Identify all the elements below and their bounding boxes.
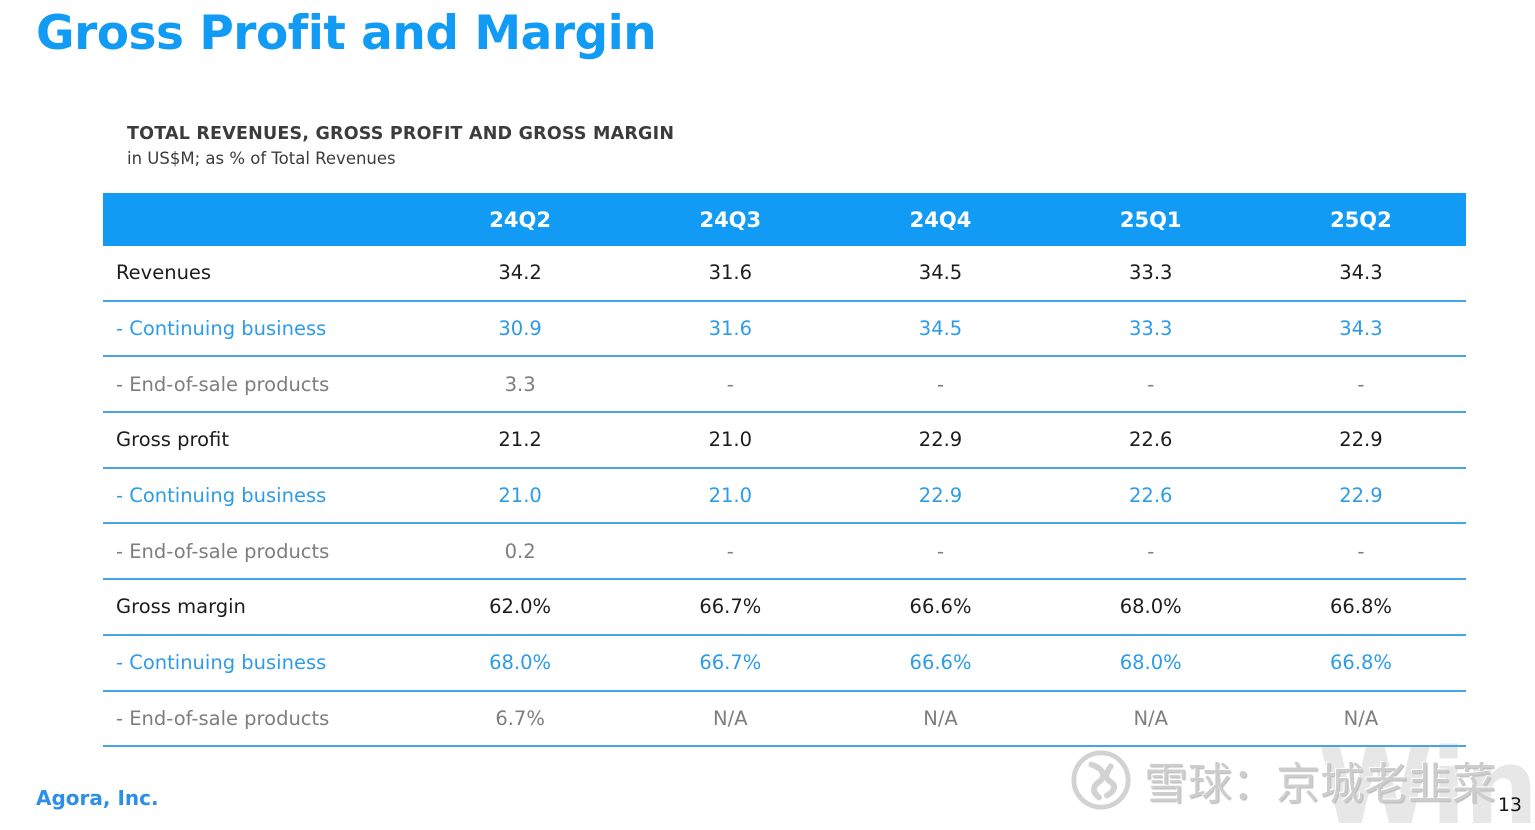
cell-value: - bbox=[1147, 539, 1155, 563]
cell-value: 22.6 bbox=[1129, 484, 1173, 508]
cell-value: 66.7% bbox=[699, 595, 762, 619]
table-row: - Continuing business 30.9 31.6 34.5 33.3 34.… bbox=[103, 302, 1466, 358]
row-label: - End-of-sale products bbox=[116, 372, 330, 396]
cell-value: 21.0 bbox=[708, 484, 753, 508]
page-number: 13 bbox=[1497, 794, 1522, 816]
cell-value: - bbox=[726, 372, 734, 396]
cell-value: 34.2 bbox=[498, 261, 542, 285]
wind-watermark-text: Wind bbox=[1318, 726, 1535, 830]
row-label: Gross profit bbox=[116, 428, 229, 452]
table-header-row: 24Q2 24Q3 24Q4 25Q1 25Q2 bbox=[103, 193, 1466, 246]
cell-value: 34.3 bbox=[1339, 317, 1383, 341]
cell-value: N/A bbox=[1343, 706, 1379, 730]
cell-value: 22.6 bbox=[1129, 428, 1173, 452]
row-label: Revenues bbox=[116, 261, 212, 285]
cell-value: N/A bbox=[923, 706, 958, 730]
cell-value: 68.0% bbox=[1119, 595, 1182, 619]
row-label: - Continuing business bbox=[116, 651, 327, 675]
cell-value: N/A bbox=[713, 706, 748, 730]
table-title: TOTAL REVENUES, GROSS PROFIT AND GROSS M… bbox=[127, 124, 675, 144]
cell-value: - bbox=[1357, 539, 1365, 563]
financial-table: 24Q2 24Q3 24Q4 25Q1 25Q2 Revenues 34.2 31.6 34.… bbox=[103, 193, 1466, 748]
column-header-24q4: 24Q4 bbox=[909, 207, 972, 232]
xueqiu-snowball-icon bbox=[1071, 750, 1131, 810]
cell-value: 0.2 bbox=[504, 539, 536, 563]
cell-value: 33.3 bbox=[1129, 261, 1173, 285]
cell-value: 34.5 bbox=[918, 261, 963, 285]
row-label: - Continuing business bbox=[116, 484, 327, 508]
company-name: Agora, Inc. bbox=[36, 786, 159, 810]
row-label: Gross margin bbox=[116, 595, 246, 619]
table-row: Gross profit 21.2 21.0 22.9 22.6 22.9 bbox=[103, 413, 1466, 469]
cell-value: 66.6% bbox=[909, 651, 972, 675]
cell-value: 3.3 bbox=[504, 372, 536, 396]
cell-value: 6.7% bbox=[495, 706, 545, 730]
cell-value: 21.0 bbox=[708, 428, 753, 452]
cell-value: - bbox=[1357, 372, 1365, 396]
cell-value: 21.2 bbox=[498, 428, 542, 452]
cell-value: 21.0 bbox=[498, 484, 542, 508]
table-row: - Continuing business 68.0% 66.7% 66.6% 68.0… bbox=[103, 636, 1466, 692]
cell-value: 66.7% bbox=[699, 651, 762, 675]
xueqiu-watermark: 雪球：京城老韭菜 bbox=[1070, 748, 1496, 812]
table-row: Gross margin 62.0% 66.7% 66.6% 68.0% 66.8% bbox=[103, 580, 1466, 636]
table-row: - End-of-sale products 0.2 - - - - bbox=[103, 524, 1466, 581]
cell-value: 68.0% bbox=[1119, 651, 1182, 675]
row-label: - Continuing business bbox=[116, 317, 327, 341]
xueqiu-watermark-text: 雪球：京城老韭菜 bbox=[1144, 759, 1496, 810]
cell-value: - bbox=[726, 539, 734, 563]
cell-value: 66.8% bbox=[1329, 651, 1392, 675]
cell-value: 22.9 bbox=[918, 428, 963, 452]
column-header-24q3: 24Q3 bbox=[699, 207, 762, 232]
cell-value: 34.5 bbox=[918, 317, 963, 341]
cell-value: 22.9 bbox=[918, 484, 963, 508]
cell-value: - bbox=[936, 372, 945, 396]
cell-value: 30.9 bbox=[498, 317, 542, 341]
column-header-25q1: 25Q1 bbox=[1119, 207, 1182, 232]
table-subtitle: in US$M; as % of Total Revenues bbox=[127, 149, 396, 168]
cell-value: 66.6% bbox=[909, 595, 972, 619]
cell-value: 66.8% bbox=[1329, 595, 1392, 619]
cell-value: - bbox=[1147, 372, 1155, 396]
cell-value: 31.6 bbox=[708, 261, 753, 285]
table-row: - End-of-sale products 6.7% N/A N/A N/A N/A bbox=[103, 692, 1466, 748]
table-row: - Continuing business 21.0 21.0 22.9 22.6 22.… bbox=[103, 469, 1466, 525]
cell-value: 34.3 bbox=[1339, 261, 1383, 285]
table-body: Revenues 34.2 31.6 34.5 33.3 34.3- Continuing… bbox=[103, 246, 1466, 748]
table-row: - End-of-sale products 3.3 - - - - bbox=[103, 357, 1466, 414]
row-label: - End-of-sale products bbox=[116, 539, 330, 563]
page-title: Gross Profit and Margin bbox=[36, 6, 657, 61]
cell-value: 31.6 bbox=[708, 317, 753, 341]
cell-value: 22.9 bbox=[1339, 484, 1383, 508]
cell-value: 62.0% bbox=[489, 595, 552, 619]
column-header-25q2: 25Q2 bbox=[1330, 207, 1392, 232]
table-heading: TOTAL REVENUES, GROSS PROFIT AND GROSS M… bbox=[127, 124, 674, 168]
table-row: Revenues 34.2 31.6 34.5 33.3 34.3 bbox=[103, 246, 1466, 302]
cell-value: N/A bbox=[1133, 706, 1168, 730]
cell-value: 22.9 bbox=[1339, 428, 1383, 452]
cell-value: 33.3 bbox=[1129, 317, 1173, 341]
row-label: - End-of-sale products bbox=[116, 706, 330, 730]
column-header-24q2: 24Q2 bbox=[489, 207, 551, 232]
cell-value: 68.0% bbox=[489, 651, 552, 675]
cell-value: - bbox=[936, 539, 945, 563]
